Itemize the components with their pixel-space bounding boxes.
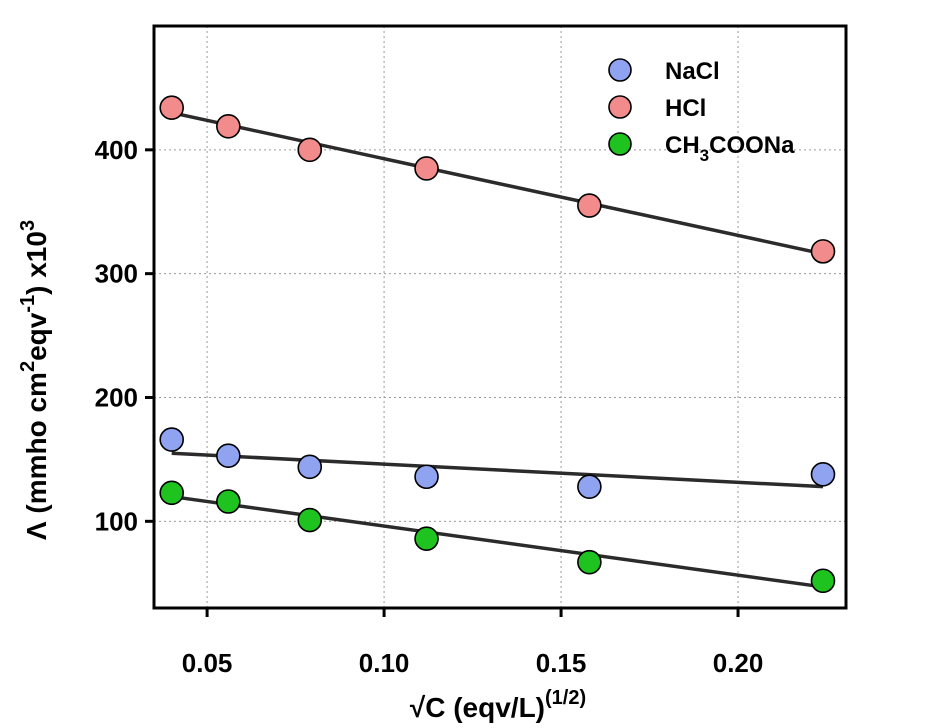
legend: NaCl HCl CH3COONa <box>608 58 795 165</box>
fit-lines <box>171 110 824 589</box>
point-hcl <box>810 239 836 264</box>
point-nacl <box>216 443 241 468</box>
fit-line-nacl <box>171 451 824 489</box>
point-hcl <box>414 156 439 181</box>
point-ch3coona <box>577 549 602 575</box>
legend-label-nacl: NaCl <box>665 58 720 85</box>
legend-label-text: COONa <box>709 132 795 159</box>
plot-frame <box>152 24 848 610</box>
point-nacl <box>577 474 602 499</box>
legend-label-text: CH <box>665 132 700 159</box>
point-hcl <box>159 95 184 121</box>
point-nacl <box>159 427 184 452</box>
y-axis-label-sup-1: 2 <box>17 361 39 372</box>
legend-marker-hcl <box>608 95 632 119</box>
data-points <box>159 95 836 594</box>
point-ch3coona <box>159 480 184 506</box>
x-axis-label: √C (eqv/L)(1/2) <box>410 687 586 723</box>
x-tick-label: 0.10 <box>359 648 410 678</box>
x-tick-label: 0.15 <box>536 648 587 678</box>
x-axis-label-main: √C (eqv/L) <box>410 692 545 723</box>
y-tick-label: 300 <box>95 259 138 289</box>
y-axis-label-part-3: ) x10 <box>21 231 52 295</box>
legend-label-text: HCl <box>665 95 706 122</box>
point-ch3coona <box>216 489 241 514</box>
y-axis-label-sup-2: -1 <box>17 295 39 313</box>
y-axis-label-part-2: eqv <box>21 312 52 361</box>
x-tick-label: 0.05 <box>182 648 233 678</box>
point-nacl <box>297 454 323 480</box>
y-axis-label-sup-3: 3 <box>17 220 39 231</box>
point-hcl <box>297 137 323 163</box>
legend-label-text: NaCl <box>665 58 720 85</box>
point-ch3coona <box>414 526 439 551</box>
y-axis-ticks: 100 200 300 400 <box>95 135 154 536</box>
legend-marker-nacl <box>608 58 632 82</box>
y-axis-label-part-1: Λ (mmho cm <box>21 372 52 540</box>
fit-line-ch3coona <box>171 494 824 589</box>
grid <box>154 26 846 608</box>
y-tick-label: 200 <box>95 382 138 412</box>
legend-label-hcl: HCl <box>665 95 706 122</box>
y-tick-label: 100 <box>95 506 138 536</box>
point-hcl <box>577 193 602 218</box>
y-axis-label: Λ (mmho cm2eqv-1) x103 <box>17 220 52 540</box>
point-nacl <box>414 464 439 490</box>
x-axis-ticks: 0.05 0.10 0.15 0.20 <box>182 608 764 678</box>
point-ch3coona <box>297 507 323 533</box>
x-axis-label-sup: (1/2) <box>545 687 586 709</box>
x-tick-label: 0.20 <box>713 648 764 678</box>
fit-line-hcl <box>171 110 824 256</box>
legend-label-subscript: 3 <box>700 146 709 165</box>
legend-marker-ch3coona <box>608 132 632 156</box>
y-tick-label: 400 <box>95 135 138 165</box>
point-ch3coona <box>810 568 836 594</box>
legend-label-ch3coona: CH3COONa <box>665 132 795 165</box>
point-hcl <box>216 114 241 139</box>
point-nacl <box>810 461 836 487</box>
